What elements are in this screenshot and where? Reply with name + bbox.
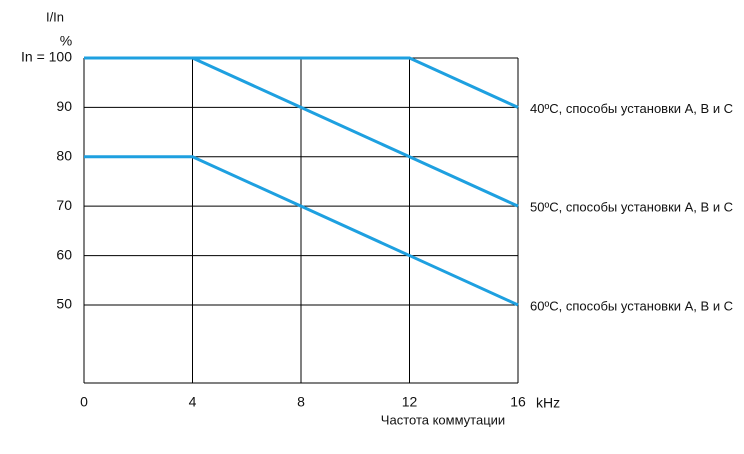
- x-tick-label: 4: [189, 394, 197, 410]
- x-tick-label: 0: [80, 394, 88, 410]
- y-axis-label: I/In: [46, 9, 64, 24]
- series-label: 40ºC, способы установки A, B и C: [530, 101, 733, 116]
- data-line: [84, 155, 519, 307]
- y-axis-unit: %: [60, 33, 72, 49]
- x-tick-label: 12: [402, 394, 418, 410]
- y-tick-label: 60: [56, 246, 72, 262]
- y-tick-label: 50: [56, 296, 72, 312]
- y-tick-label: 90: [56, 98, 72, 114]
- data-line: [84, 56, 519, 208]
- y-tick-label: In = 100: [21, 49, 72, 65]
- series-label: 50ºC, способы установки A, B и C: [530, 200, 733, 215]
- series-label: 60ºC, способы установки A, B и C: [530, 298, 733, 313]
- y-tick-label: 80: [56, 147, 72, 163]
- x-tick-label: 8: [297, 394, 305, 410]
- y-tick-label: 70: [56, 197, 72, 213]
- x-axis-title: Частота коммутации: [381, 412, 505, 427]
- x-tick-label: 16: [510, 394, 526, 410]
- x-axis-unit: kHz: [536, 395, 560, 411]
